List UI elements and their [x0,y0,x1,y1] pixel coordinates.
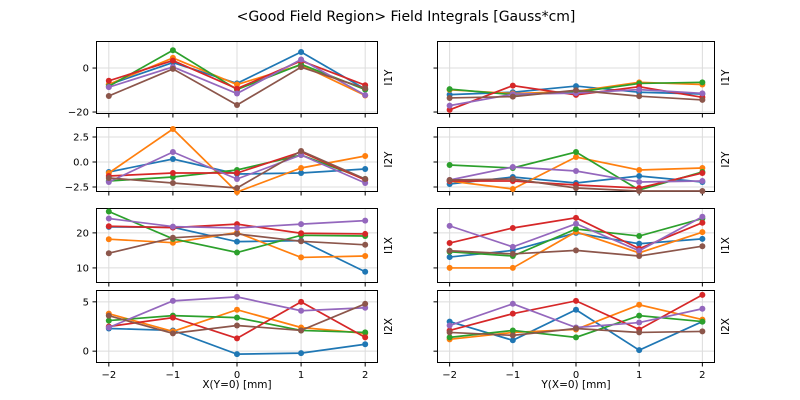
plot-svg-i1y-vs-y: I1Y [433,41,732,118]
y-tick-label: −20 [68,108,89,119]
row-label-i1x-vs-y: I1X [720,237,732,254]
x-tick-label: 1 [636,370,642,381]
markers-series-6 [446,87,706,103]
tick-marks [433,67,703,118]
plot-svg-i1x-vs-x: 20 10 I1X [76,208,395,287]
x-tick-label: −1 [166,370,181,381]
subplot-i1y-vs-y: I1Y [433,41,732,118]
x-tick-label: 0 [234,370,240,381]
y-tick-label: 0 [83,347,89,358]
tick-marks [433,232,703,287]
y-tick-label: 5 [83,297,89,308]
x-tick-label: 2 [362,370,368,381]
markers-series-3 [446,312,706,341]
plot-svg-i1y-vs-x: 0 −20 I1Y [68,41,395,119]
subplot-i1x-vs-x: 20 10 I1X [76,208,395,287]
plot-svg-i2y-vs-x: 2.5 0.0 −2.5 I2Y [65,126,395,196]
gridlines [437,41,715,114]
row-label-i1y-vs-y: I1Y [720,69,732,86]
x-tick-label: 1 [298,370,304,381]
markers-series-1 [446,306,706,354]
axes-spines [437,41,715,114]
x-tick-label: −1 [505,370,520,381]
tick-marks [92,232,366,287]
markers-series-6 [446,325,706,339]
figure-title: <Good Field Region> Field Integrals [Gau… [236,9,576,25]
x-tick-label: 2 [699,370,705,381]
axes-spines [437,127,715,192]
y-tick-label: 20 [76,228,89,239]
gridlines [96,127,378,192]
markers-series-4 [446,214,706,252]
x-axis-label-right: Y(X=0) [mm] [541,379,611,391]
row-label-i2x-vs-y: I2X [720,318,732,335]
markers-series-6 [446,176,706,194]
row-label-i2x-vs-x: I2X [383,318,395,335]
x-axis-label-left: X(Y=0) [mm] [202,379,272,391]
subplot-i2x-vs-y: −2 −1 0 1 2 I2X [433,290,732,381]
subplot-i1y-vs-x: 0 −20 I1Y [68,41,395,119]
subplot-i2y-vs-y: I2Y [433,127,732,196]
y-tick-label: 10 [76,263,89,274]
tick-marks [92,67,366,118]
tick-marks [92,301,366,367]
row-label-i1y-vs-x: I1Y [383,69,395,86]
markers-series-6 [446,243,706,260]
y-tick-label: 0.0 [73,158,89,169]
subplot-i2y-vs-x: 2.5 0.0 −2.5 I2Y [65,126,395,196]
axes-spines [96,41,378,114]
y-tick-label: 0 [83,64,89,75]
plot-svg-i2x-vs-y: −2 −1 0 1 2 I2X [433,290,732,381]
x-tick-label: −2 [101,370,116,381]
y-tick-label: 2.5 [73,133,89,144]
markers-series-6 [105,230,369,257]
x-tick-label: 0 [573,370,579,381]
markers-series-6 [105,64,369,108]
markers-series-5 [105,215,369,231]
row-label-i2y-vs-y: I2Y [720,151,732,168]
row-label-i2y-vs-x: I2Y [383,151,395,168]
axes-spines [96,290,378,363]
plot-svg-i2y-vs-y: I2Y [433,127,732,196]
subplot-i1x-vs-y: I1X [433,208,732,287]
subplot-i2x-vs-x: 5 0 −2 −1 0 1 2 I2X [83,290,395,381]
row-label-i1x-vs-x: I1X [383,237,395,254]
markers-series-6 [105,148,369,191]
markers-series-5 [446,213,706,254]
plot-svg-i1x-vs-y: I1X [433,208,732,287]
markers-series-6 [105,300,369,337]
x-tick-label: −2 [442,370,457,381]
axes-spines [96,208,378,283]
axes-spines [437,290,715,363]
plot-svg-i2x-vs-x: 5 0 −2 −1 0 1 2 I2X [83,290,395,381]
tick-marks [433,301,703,367]
y-tick-label: −2.5 [65,183,89,194]
axes-spines [437,208,715,283]
markers-series-5 [105,149,369,186]
